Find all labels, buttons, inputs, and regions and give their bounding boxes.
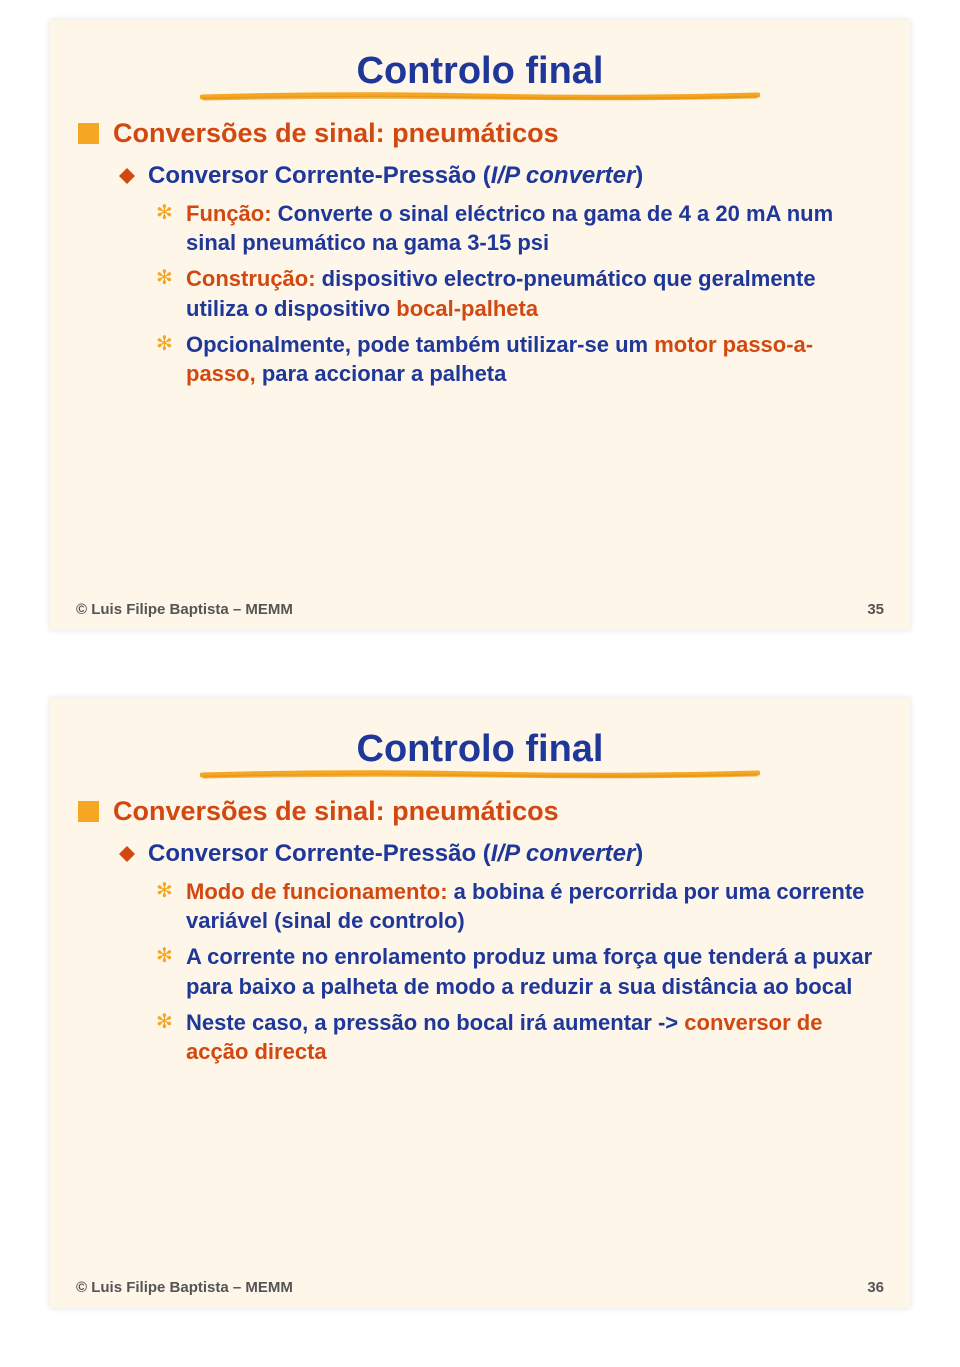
footer-author: © Luis Filipe Baptista – MEMM	[76, 601, 293, 618]
star-bullet-icon: ✻	[156, 1012, 176, 1032]
footer-page: 35	[867, 601, 884, 618]
sub-suffix: )	[635, 162, 643, 189]
footer-page: 36	[867, 1279, 884, 1296]
bullet-text: Modo de funcionamento: a bobina é percor…	[186, 877, 882, 936]
slide-35: Controlo final Conversões de sinal: pneu…	[50, 20, 910, 630]
slide-title: Controlo final	[74, 50, 886, 93]
sub-suffix: )	[635, 840, 643, 867]
bullet-item: ✻ Neste caso, a pressão no bocal irá aume…	[156, 1008, 882, 1067]
slide-container-2: Controlo final Conversões de sinal: pneu…	[0, 678, 960, 1326]
slide-divider	[0, 648, 960, 678]
bullet-text: Função: Converte o sinal eléctrico na ga…	[186, 199, 882, 258]
star-bullet-icon: ✻	[156, 881, 176, 901]
title-underline	[200, 91, 760, 101]
bullet-item: ✻ Função: Converte o sinal eléctrico na g…	[156, 199, 882, 258]
text-segment: para accionar a palheta	[256, 361, 507, 386]
bullet-list: ✻ Função: Converte o sinal eléctrico na g…	[74, 199, 886, 389]
subheading-row: Conversor Corrente-Pressão (I/P converte…	[118, 161, 882, 191]
subheading-text: Conversor Corrente-Pressão (I/P converte…	[148, 161, 643, 191]
title-underline	[200, 769, 760, 779]
heading-text: Conversões de sinal: pneumáticos	[113, 117, 559, 151]
text-segment: Neste caso, a pressão no bocal irá aumen…	[186, 1010, 678, 1035]
star-bullet-icon: ✻	[156, 946, 176, 966]
bullet-list: ✻ Modo de funcionamento: a bobina é perco…	[74, 877, 886, 1067]
text-segment: Opcionalmente, pode também utilizar-se u…	[186, 332, 654, 357]
slide-footer: © Luis Filipe Baptista – MEMM 36	[76, 1279, 884, 1296]
text-segment: Converte o sinal eléctrico na gama de 4 …	[186, 201, 833, 256]
subheading-row: Conversor Corrente-Pressão (I/P converte…	[118, 839, 882, 869]
sub-prefix: Conversor Corrente-Pressão (	[148, 840, 491, 867]
bullet-text: Neste caso, a pressão no bocal irá aumen…	[186, 1008, 882, 1067]
square-bullet-icon	[78, 123, 99, 144]
heading-row: Conversões de sinal: pneumáticos	[78, 795, 882, 829]
text-segment: Função:	[186, 201, 272, 226]
text-segment: Modo de funcionamento:	[186, 879, 448, 904]
slide-title: Controlo final	[74, 728, 886, 771]
diamond-bullet-icon	[118, 167, 136, 185]
sub-italic: I/P converter	[491, 162, 636, 189]
subheading-text: Conversor Corrente-Pressão (I/P converte…	[148, 839, 643, 869]
heading-row: Conversões de sinal: pneumáticos	[78, 117, 882, 151]
sub-italic: I/P converter	[491, 840, 636, 867]
bullet-item: ✻ Modo de funcionamento: a bobina é perco…	[156, 877, 882, 936]
square-bullet-icon	[78, 801, 99, 822]
bullet-item: ✻ A corrente no enrolamento produz uma fo…	[156, 942, 882, 1001]
slide-footer: © Luis Filipe Baptista – MEMM 35	[76, 601, 884, 618]
slide-container-1: Controlo final Conversões de sinal: pneu…	[0, 0, 960, 648]
bullet-text: A corrente no enrolamento produz uma for…	[186, 942, 882, 1001]
sub-prefix: Conversor Corrente-Pressão (	[148, 162, 491, 189]
bullet-item: ✻ Construção: dispositivo electro-pneumát…	[156, 264, 882, 323]
star-bullet-icon: ✻	[156, 268, 176, 288]
title-text: Controlo final	[357, 728, 604, 770]
bullet-text: Opcionalmente, pode também utilizar-se u…	[186, 330, 882, 389]
diamond-bullet-icon	[118, 845, 136, 863]
bullet-text: Construção: dispositivo electro-pneumáti…	[186, 264, 882, 323]
star-bullet-icon: ✻	[156, 203, 176, 223]
footer-author: © Luis Filipe Baptista – MEMM	[76, 1279, 293, 1296]
text-segment: A corrente no enrolamento produz uma for…	[186, 944, 872, 999]
star-bullet-icon: ✻	[156, 334, 176, 354]
bullet-item: ✻ Opcionalmente, pode também utilizar-se …	[156, 330, 882, 389]
text-segment: Construção:	[186, 266, 316, 291]
title-text: Controlo final	[357, 50, 604, 92]
slide-36: Controlo final Conversões de sinal: pneu…	[50, 698, 910, 1308]
text-segment: bocal-palheta	[396, 296, 538, 321]
heading-text: Conversões de sinal: pneumáticos	[113, 795, 559, 829]
